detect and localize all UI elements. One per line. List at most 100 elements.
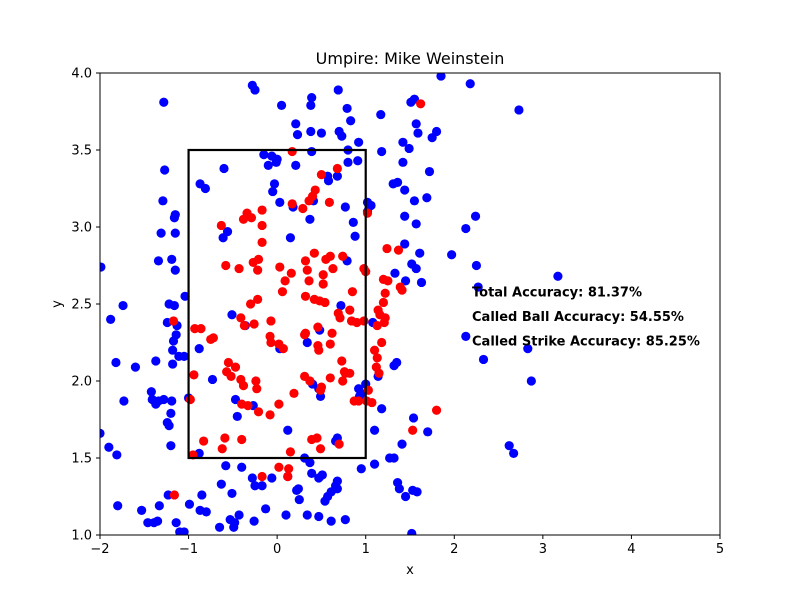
data-point xyxy=(271,157,281,167)
data-point xyxy=(416,99,426,109)
y-tick-label: 3.0 xyxy=(71,221,92,236)
data-point xyxy=(332,163,342,174)
data-point xyxy=(216,220,226,231)
data-point xyxy=(170,265,180,275)
data-point xyxy=(298,203,308,214)
data-point xyxy=(345,305,355,315)
data-point xyxy=(253,407,264,417)
data-point xyxy=(257,471,267,482)
data-point xyxy=(286,268,296,278)
data-point xyxy=(306,100,316,110)
data-point xyxy=(315,385,326,395)
data-point xyxy=(246,213,257,223)
data-point xyxy=(214,522,225,532)
data-point xyxy=(389,453,399,463)
data-point xyxy=(207,374,218,385)
data-point xyxy=(352,317,362,328)
data-point xyxy=(234,263,244,274)
accuracy-annotation: Called Strike Accuracy: 85.25% xyxy=(472,335,700,350)
data-point xyxy=(266,337,276,348)
data-point xyxy=(340,202,350,212)
data-point xyxy=(169,300,179,311)
data-point xyxy=(189,370,199,380)
data-point xyxy=(276,100,287,110)
data-point xyxy=(309,248,319,258)
data-point xyxy=(220,433,230,443)
data-point xyxy=(111,357,121,368)
data-point xyxy=(316,170,327,180)
data-point xyxy=(248,257,258,268)
data-point xyxy=(283,471,293,482)
data-point xyxy=(292,130,303,140)
data-point xyxy=(411,219,421,229)
data-point xyxy=(230,518,240,528)
data-point xyxy=(350,231,360,241)
data-point xyxy=(376,109,386,120)
data-point xyxy=(221,260,231,271)
data-point xyxy=(184,499,195,509)
data-point xyxy=(250,85,260,95)
data-point xyxy=(312,433,322,443)
x-tick-label: −2 xyxy=(90,542,109,557)
data-point xyxy=(509,448,519,458)
data-point xyxy=(354,384,364,394)
data-point xyxy=(326,487,336,497)
y-axis-ticks: 1.0 1.5 2.0 2.5 3.0 3.5 4.0 xyxy=(71,67,100,544)
data-point xyxy=(326,516,336,526)
data-point xyxy=(394,484,404,494)
accuracy-annotations: Total Accuracy: 81.37% Called Ball Accura… xyxy=(472,285,700,349)
data-point xyxy=(275,197,285,207)
data-point xyxy=(422,193,432,203)
data-point xyxy=(461,331,471,341)
data-point xyxy=(334,439,344,449)
data-point xyxy=(307,93,317,103)
data-point xyxy=(359,316,369,326)
data-point xyxy=(169,213,179,223)
data-point xyxy=(160,165,170,175)
data-point xyxy=(397,439,407,449)
data-point xyxy=(328,263,338,274)
data-point xyxy=(389,361,399,371)
y-tick-label: 2.0 xyxy=(71,375,92,390)
y-tick-label: 1.5 xyxy=(71,452,92,467)
data-point xyxy=(325,373,335,383)
data-point xyxy=(447,250,457,260)
data-point xyxy=(377,146,387,157)
y-tick-label: 2.5 xyxy=(71,298,92,313)
data-point xyxy=(369,425,380,435)
data-point xyxy=(411,263,421,274)
data-point xyxy=(156,228,166,238)
data-point xyxy=(269,179,280,189)
data-point xyxy=(216,479,226,489)
data-point xyxy=(217,444,227,454)
data-point xyxy=(250,481,260,491)
data-point xyxy=(237,434,247,445)
data-point xyxy=(302,337,312,348)
data-point xyxy=(227,310,237,320)
data-point xyxy=(307,468,317,478)
data-point xyxy=(281,510,291,520)
data-point xyxy=(253,265,263,275)
data-point xyxy=(400,491,411,502)
data-point xyxy=(305,376,315,386)
data-point xyxy=(307,146,317,157)
chart-title: Umpire: Mike Weinstein xyxy=(316,49,505,68)
data-point xyxy=(137,505,147,515)
x-axis-label: x xyxy=(406,563,414,578)
data-point xyxy=(153,256,164,266)
data-point xyxy=(219,163,229,174)
data-point xyxy=(413,128,423,138)
data-point xyxy=(236,313,246,323)
data-point xyxy=(300,328,311,338)
data-point xyxy=(238,381,249,391)
data-point xyxy=(277,287,288,297)
data-point xyxy=(317,470,327,480)
accuracy-annotation: Called Ball Accuracy: 54.55% xyxy=(472,310,684,325)
data-point xyxy=(263,160,273,170)
data-point xyxy=(305,214,315,224)
data-point xyxy=(300,256,311,266)
data-point xyxy=(327,328,337,338)
data-point xyxy=(302,510,312,520)
data-point xyxy=(164,421,174,431)
